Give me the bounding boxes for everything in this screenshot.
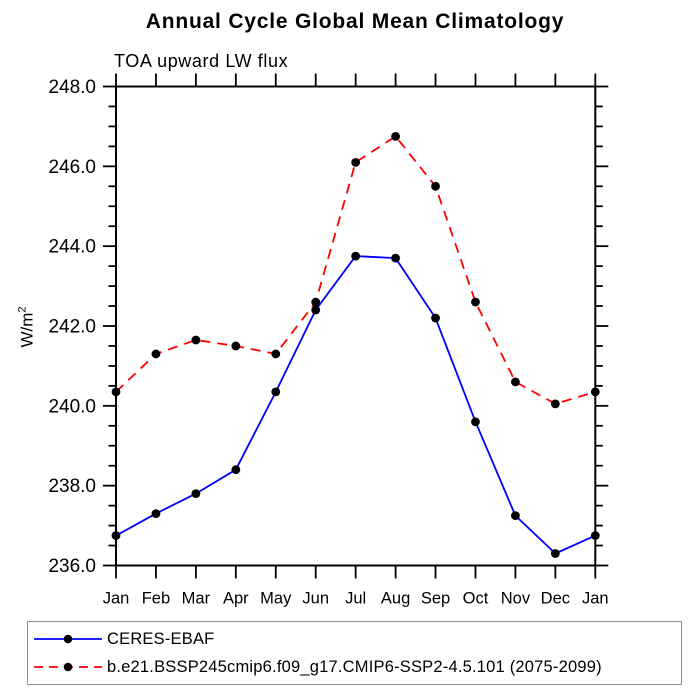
data-point-marker xyxy=(311,297,321,307)
legend-label-ceres: CERES-EBAF xyxy=(107,629,215,648)
x-tick-label: Dec xyxy=(541,590,570,608)
legend-marker-icon xyxy=(63,634,73,644)
y-tick-label: 246.0 xyxy=(48,157,96,178)
series-line-1 xyxy=(115,135,596,405)
legend-marker-icon xyxy=(63,662,73,672)
data-point-marker xyxy=(351,157,361,167)
y-tick-label: 240.0 xyxy=(48,396,96,417)
data-point-marker xyxy=(391,253,400,263)
data-point-marker xyxy=(231,341,241,351)
x-tick-label: Aug xyxy=(381,590,410,608)
data-point-marker xyxy=(111,387,121,397)
legend-row-model: b.e21.BSSP245cmip6.f09_g17.CMIP6-SSP2-4.… xyxy=(32,653,681,681)
series-line-0 xyxy=(115,255,596,555)
x-tick-label: May xyxy=(260,590,292,608)
y-tick-label: 238.0 xyxy=(48,476,96,497)
data-point-marker xyxy=(550,399,560,409)
y-tick-label: 236.0 xyxy=(48,556,96,577)
data-point-marker xyxy=(391,131,400,141)
data-point-marker xyxy=(271,349,281,359)
x-tick-label: Jan xyxy=(103,590,130,608)
y-tick-label: 248.0 xyxy=(48,77,96,98)
data-point-marker xyxy=(191,335,201,345)
data-point-marker xyxy=(231,465,241,475)
legend-sample-ceres xyxy=(34,634,102,644)
x-tick-label: Jun xyxy=(302,590,329,608)
legend-sample-model xyxy=(34,662,102,672)
x-tick-label: Mar xyxy=(182,590,211,608)
data-point-marker xyxy=(590,387,600,397)
x-tick-label: Jan xyxy=(582,590,609,608)
chart-title: Annual Cycle Global Mean Climatology xyxy=(145,10,565,33)
x-tick-label: Sep xyxy=(421,590,450,608)
x-tick-label: Jul xyxy=(345,590,366,608)
data-point-marker xyxy=(511,511,520,521)
data-point-marker xyxy=(471,297,480,307)
data-point-marker xyxy=(590,531,600,540)
y-tick-label: 242.0 xyxy=(48,317,96,338)
data-point-marker xyxy=(511,377,520,387)
data-point-marker xyxy=(431,313,440,323)
x-tick-label: Nov xyxy=(501,590,531,608)
x-tick-label: Oct xyxy=(463,590,489,608)
y-tick-label: 244.0 xyxy=(48,237,96,258)
legend-label-model: b.e21.BSSP245cmip6.f09_g17.CMIP6-SSP2-4.… xyxy=(107,657,602,676)
data-point-marker xyxy=(151,349,161,359)
data-point-marker xyxy=(271,387,281,397)
data-point-marker xyxy=(311,305,321,315)
data-point-marker xyxy=(111,531,121,540)
x-tick-label: Apr xyxy=(223,590,249,608)
data-point-marker xyxy=(351,251,361,261)
data-point-marker xyxy=(151,509,161,519)
data-point-marker xyxy=(191,489,201,499)
plot-area: 236.0 238.0 240.0 242.0 244.0 246.0 248.0 Jan Fe… xyxy=(48,73,609,608)
data-point-marker xyxy=(471,417,480,427)
chart-subtitle: TOA upward LW flux xyxy=(114,51,289,71)
data-point-marker xyxy=(431,181,440,191)
legend-box: CERES-EBAF b.e21.BSSP245cmip6.f09_g17.CM… xyxy=(27,621,682,685)
x-tick-label: Feb xyxy=(142,590,170,608)
data-point-marker xyxy=(550,549,560,558)
legend-row-ceres: CERES-EBAF xyxy=(32,625,681,653)
